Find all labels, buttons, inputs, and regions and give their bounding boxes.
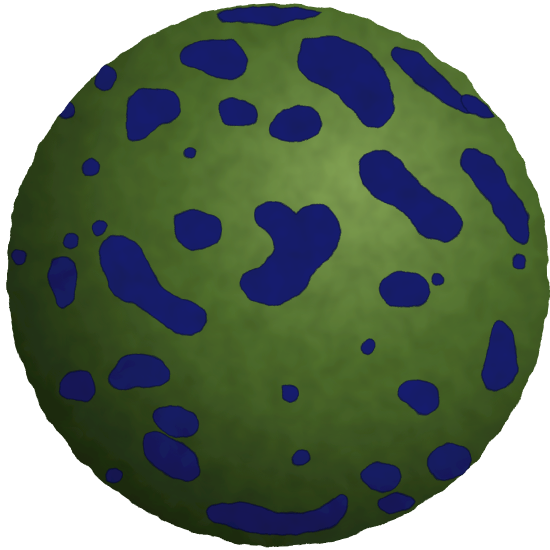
planet-sphere-render: [7, 4, 549, 546]
sphere: [7, 4, 549, 546]
